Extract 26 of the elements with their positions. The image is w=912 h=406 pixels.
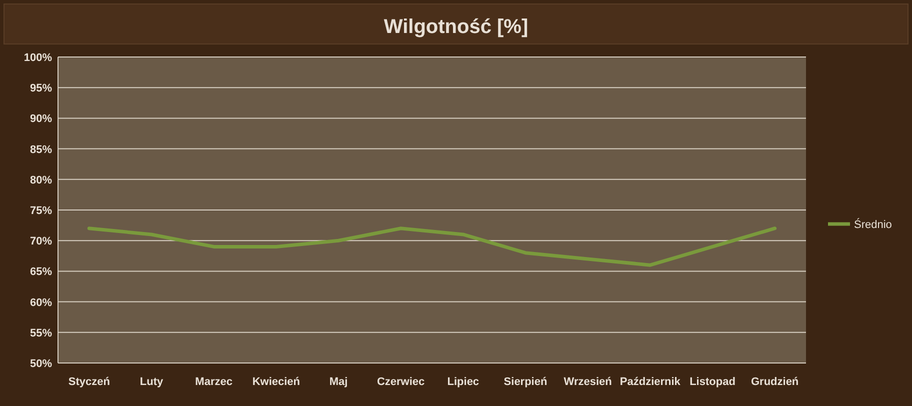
y-tick-label: 95% — [30, 82, 52, 95]
y-tick-label: 100% — [24, 52, 52, 64]
x-tick-label: Maj — [329, 376, 348, 388]
x-tick-label: Listopad — [690, 376, 736, 388]
y-tick-label: 90% — [30, 113, 52, 126]
y-tick-label: 80% — [30, 174, 52, 186]
x-tick-label: Sierpień — [504, 376, 548, 388]
x-tick-label: Luty — [140, 376, 164, 388]
y-tick-label: 50% — [30, 358, 52, 370]
x-tick-label: Lipiec — [447, 376, 480, 388]
x-tick-label: Październik — [620, 376, 682, 388]
chart-title: Wilgotność [%] — [384, 16, 528, 38]
y-tick-label: 70% — [30, 236, 52, 248]
x-tick-label: Styczeń — [68, 376, 110, 388]
y-tick-label: 85% — [30, 144, 52, 156]
line-series — [87, 226, 777, 267]
x-tick-label: Grudzień — [750, 376, 799, 388]
y-tick-label: 55% — [30, 327, 52, 340]
x-tick-label: Marzec — [195, 376, 232, 388]
legend-label: Średnio — [854, 218, 892, 231]
y-tick-label: 75% — [30, 205, 52, 217]
x-tick-label: Czerwiec — [376, 376, 425, 388]
y-tick-label: 60% — [30, 296, 52, 309]
y-tick-label: 65% — [30, 266, 52, 278]
x-tick-label: Kwiecień — [252, 376, 300, 388]
x-tick-label: Wrzesień — [564, 376, 612, 388]
